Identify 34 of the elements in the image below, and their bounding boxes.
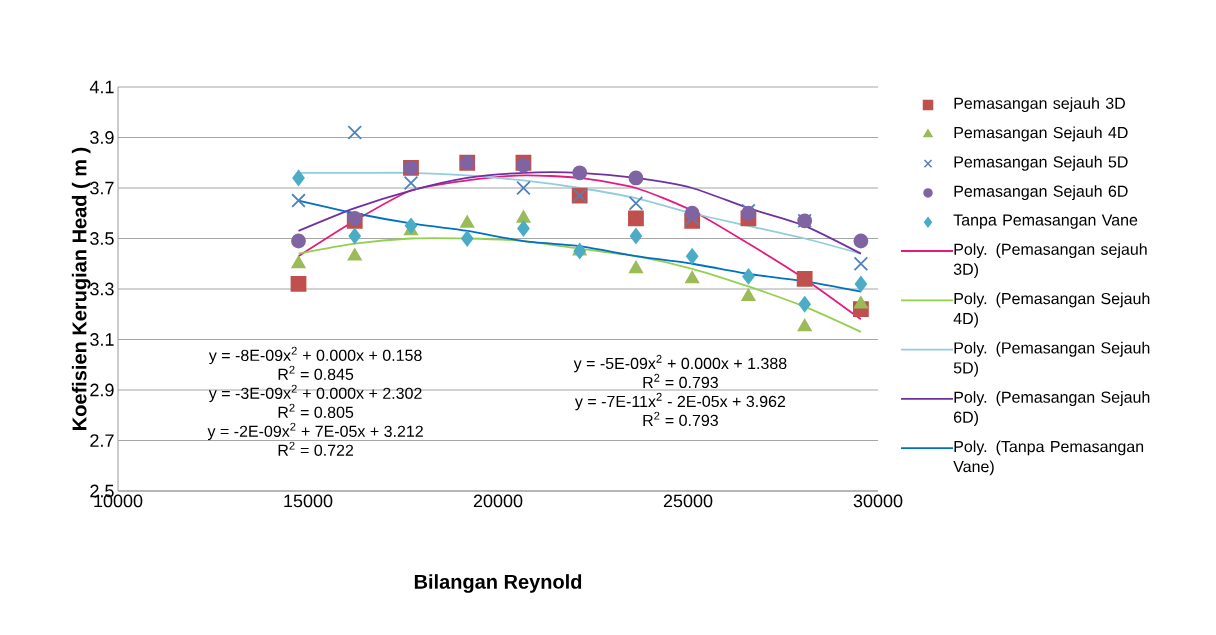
y-tick-label: 3.5 — [90, 232, 114, 245]
y-tick-label: 3.1 — [90, 333, 114, 346]
legend-label: Poly. (Pemasangan Sejauh 4D) — [953, 292, 1150, 328]
legend-label: Pemasangan Sejauh 4D — [954, 126, 1128, 142]
y-tick-label: 4.1 — [89, 80, 114, 94]
x-tick-label: 30000 — [853, 494, 903, 508]
x-tick-label: 15000 — [284, 494, 333, 508]
legend-label: Tanpa Pemasangan Vane — [953, 214, 1138, 229]
annotation: R$^{2}$ = 0.805 — [278, 403, 354, 418]
legend-label: Pemasangan sejauh 3D — [954, 97, 1125, 113]
y-tick-label: 2.7 — [90, 434, 114, 447]
y-tick-label: 3.7 — [90, 181, 114, 195]
annotation: y = -5E-09x$^{2}$ + 0.000x + 1.388 — [573, 354, 787, 373]
y-tick-label: 3.3 — [90, 282, 114, 296]
annotation: y = -2E-09x$^{2}$ + 7E-05x + 3.212 — [207, 422, 423, 441]
y-tick-label: 3.9 — [90, 131, 114, 144]
legend-label: Poly. (Tanpa Pemasangan Vane) — [953, 440, 1144, 476]
legend-label: Pemasangan Sejauh 6D — [954, 185, 1128, 201]
annotation: y = -7E-11x$^{2}$ - 2E-05x + 3.962 — [574, 392, 786, 411]
legend-label: Poly. (Pemasangan sejauh 3D) — [953, 243, 1147, 279]
x-axis-title: Bilangan Reynold — [414, 574, 582, 593]
legend-label: Poly. (Pemasangan Sejauh 5D) — [953, 341, 1150, 377]
annotation: R$^{2}$ = 0.793 — [643, 373, 718, 389]
annotation: R$^{2}$ = 0.845 — [278, 365, 354, 380]
y-axis-title: Koefisien Kerugian Head ( m ) — [71, 147, 91, 430]
legend-label: Pemasangan Sejauh 5D — [954, 155, 1128, 171]
x-tick-label: 20000 — [473, 494, 523, 508]
annotation: y = -3E-09x$^{2}$ + 0.000x + 2.302 — [208, 384, 422, 403]
annotation: y = -8E-09x$^{2}$ + 0.000x + 0.158 — [208, 346, 422, 365]
y-tick-label: 2.9 — [90, 383, 114, 397]
annotation: R$^{2}$ = 0.793 — [643, 411, 718, 427]
annotation: R$^{2}$ = 0.722 — [278, 441, 354, 456]
x-tick-label: 25000 — [663, 494, 713, 508]
legend-label: Poly. (Pemasangan Sejauh 6D) — [954, 391, 1150, 427]
